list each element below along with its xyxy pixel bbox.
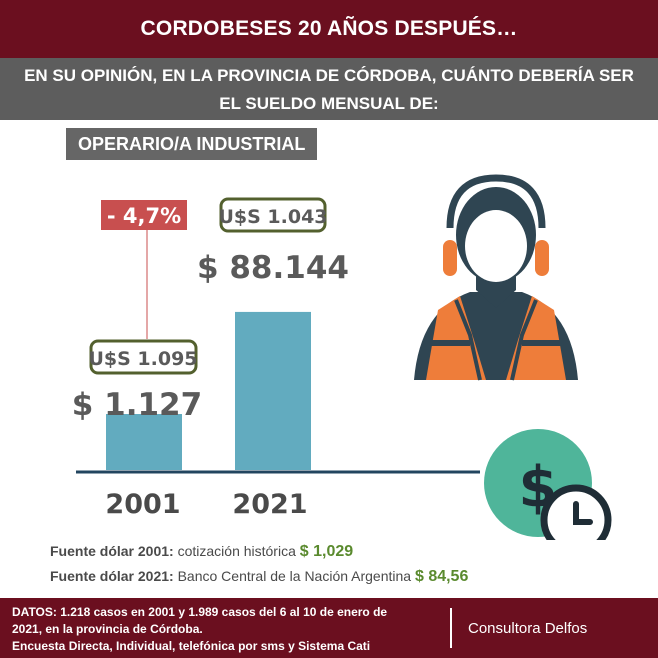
source-line-2021: Fuente dólar 2021: Banco Central de la N… <box>50 568 468 586</box>
worker-icon <box>414 174 578 381</box>
question-bar: EN SU OPINIÓN, EN LA PROVINCIA DE CÓRDOB… <box>0 58 658 120</box>
question-line-2: EL SUELDO MENSUAL DE: <box>219 94 439 113</box>
source-text-2021: Banco Central de la Nación Argentina <box>177 568 412 584</box>
source-label-2021: Fuente dólar 2021: <box>50 568 174 584</box>
source-value-2021: $ 84,56 <box>414 568 469 585</box>
page-title: CORDOBESES 20 AÑOS DESPUÉS… <box>140 17 518 40</box>
footer-data-note: DATOS: 1.218 casos en 2001 y 1.989 casos… <box>12 604 432 655</box>
dollar-clock-icon: $ <box>484 429 612 540</box>
usd-label-2001: U$S 1.095 <box>88 348 197 370</box>
usd-box-2001 <box>89 339 198 375</box>
change-connector-line <box>101 212 148 339</box>
source-label-2001: Fuente dólar 2001: <box>50 543 174 559</box>
usd-label-2021: U$S 1.043 <box>218 206 327 228</box>
footer-line-2: 2021, en la provincia de Córdoba. <box>12 622 203 636</box>
value-label-2021: $ 88.144 <box>197 250 349 286</box>
footer-line-1: DATOS: 1.218 casos en 2001 y 1.989 casos… <box>12 605 388 619</box>
source-text-2001: cotización histórica <box>177 543 296 559</box>
title-bar: CORDOBESES 20 AÑOS DESPUÉS… <box>0 0 658 58</box>
footer-line-3: Encuesta Directa, Individual, telefónica… <box>12 639 371 653</box>
footer-divider <box>450 608 452 648</box>
change-label: - 4,7% <box>107 204 181 228</box>
footer: DATOS: 1.218 casos en 2001 y 1.989 casos… <box>0 598 658 658</box>
change-badge <box>101 200 187 230</box>
usd-box-2021 <box>219 197 327 233</box>
category-label-2001: 2001 <box>105 489 180 520</box>
bar-2021 <box>235 311 311 470</box>
occupation-label: OPERARIO/A INDUSTRIAL <box>66 128 318 160</box>
source-value-2001: $ 1,029 <box>299 543 354 560</box>
bar-chart: $ 1.127 $ 88.144 U$S 1.095 U$S 1.043 - 4… <box>72 174 612 540</box>
question-line-1: EN SU OPINIÓN, EN LA PROVINCIA DE CÓRDOB… <box>24 66 634 85</box>
footer-brand: Consultora Delfos <box>468 620 588 637</box>
value-label-2001: $ 1.127 <box>72 387 202 423</box>
category-label-2021: 2021 <box>232 489 307 520</box>
source-line-2001: Fuente dólar 2001: cotización histórica … <box>50 543 353 561</box>
bar-2001 <box>106 414 182 470</box>
